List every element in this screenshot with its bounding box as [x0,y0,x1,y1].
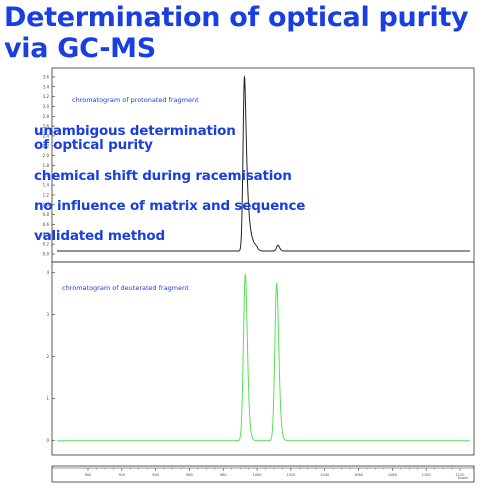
top-y-tick-label: 1.4 [43,183,50,188]
top-plot-label: chromatogram of protonated fragment [72,96,199,104]
bottom-plot-label: chromatogram of deuterated fragment [62,284,189,292]
bullet-5: validated method [34,228,165,244]
bullet-4: no influence of matrix and sequence [34,198,306,214]
x-tick-label: 1100 [422,473,431,477]
top-y-tick-label: 3.4 [43,84,50,89]
x-tick-label: 920 [118,473,125,477]
x-tick-label: 1120 [456,473,465,477]
top-y-tick-label: 2.2 [43,143,50,148]
top-y-tick-label: 2.6 [43,124,50,129]
top-y-tick-label: 2.0 [43,153,50,158]
bottom-y-tick-label: 1 [46,396,49,401]
bullet-3: chemical shift during racemisation [34,168,292,184]
top-y-tick-label: 0.0 [43,252,50,257]
x-tick-label: 1040 [320,473,329,477]
top-y-tick-label: 1.8 [43,163,50,168]
x-tick-label: 960 [186,473,193,477]
top-y-tick-label: 1.6 [43,173,50,178]
x-tick-label: 1080 [388,473,397,477]
x-tick-label: 1000 [253,473,262,477]
bottom-y-tick-label: 3 [46,312,49,317]
top-y-tick-label: 0.8 [43,212,50,217]
x-tick-label: 1060 [354,473,363,477]
top-y-tick-label: 3.2 [43,94,50,99]
top-y-tick-label: 0.6 [43,222,50,227]
top-y-tick-label: 2.4 [43,133,50,138]
bottom-y-tick-label: 2 [46,354,49,359]
x-tick-label: 900 [85,473,92,477]
top-y-tick-label: 1.2 [43,192,50,197]
bullet-2: of optical purity [34,137,153,153]
bullet-1: unambigous determination [34,123,236,139]
top-y-tick-label: 3.0 [43,104,50,109]
title-line-2: via GC-MS [4,33,156,64]
x-tick-label: 940 [152,473,159,477]
top-y-tick-label: 1.0 [43,202,50,207]
bottom-plot-frame [51,261,475,456]
x-tick-label: 1020 [286,473,295,477]
x-axis-frame [51,465,475,483]
title-line-1: Determination of optical purity [4,2,469,33]
bottom-y-tick-label: 4 [46,270,49,275]
top-y-tick-label: 0.2 [43,242,50,247]
bottom-y-tick-label: 0 [46,438,49,443]
top-y-tick-label: 2.8 [43,114,50,119]
x-tick-label: 980 [220,473,227,477]
top-y-tick-label: 0.4 [43,232,50,237]
x-axis-unit-label: Scans [458,476,469,480]
bottom-chromatogram-trace [57,273,470,442]
page-title: Determination of optical purity via GC-M… [4,2,498,64]
top-y-tick-label: 3.6 [43,74,50,79]
top-chromatogram-trace [57,75,470,252]
